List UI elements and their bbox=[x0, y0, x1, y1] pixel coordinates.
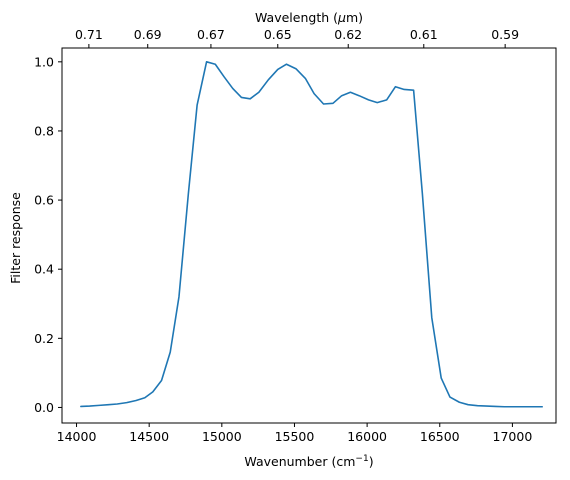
y-tick-label-2: 0.4 bbox=[34, 262, 54, 277]
series-line-0 bbox=[80, 61, 544, 408]
series-layer bbox=[80, 61, 544, 408]
y-tick-label-4: 0.8 bbox=[34, 123, 54, 138]
x-axis-title: Wavenumber (cm−1) bbox=[244, 454, 373, 469]
axis-ticks bbox=[58, 44, 513, 427]
y-tick-label-5: 1.0 bbox=[34, 54, 54, 69]
y-tick-label-3: 0.6 bbox=[34, 193, 54, 208]
x-tick-label-3: 15500 bbox=[275, 429, 315, 444]
y-tick-label-0: 0.0 bbox=[34, 400, 54, 415]
top-x-tick-label-0: 0.71 bbox=[75, 27, 103, 42]
top-x-tick-label-2: 0.67 bbox=[197, 27, 225, 42]
top-x-tick-label-4: 0.62 bbox=[334, 27, 362, 42]
y-tick-label-1: 0.2 bbox=[34, 331, 54, 346]
x-tick-label-1: 14500 bbox=[129, 429, 169, 444]
top-x-tick-label-5: 0.61 bbox=[410, 27, 438, 42]
plot-frame bbox=[61, 47, 557, 424]
x-tick-label-0: 14000 bbox=[57, 429, 97, 444]
x-tick-label-2: 15000 bbox=[202, 429, 242, 444]
x-tick-label-6: 17000 bbox=[493, 429, 533, 444]
tick-labels: 14000 14500 15000 15500 16000 16500 17000 0.0 0.… bbox=[34, 27, 532, 444]
x-tick-label-5: 16500 bbox=[420, 429, 460, 444]
y-axis-title: Filter response bbox=[8, 192, 23, 284]
top-x-tick-label-1: 0.69 bbox=[134, 27, 162, 42]
top-x-tick-label-3: 0.65 bbox=[264, 27, 292, 42]
top-x-tick-label-6: 0.59 bbox=[491, 27, 519, 42]
top-x-axis-title: Wavelength (μm) bbox=[255, 10, 363, 25]
x-tick-label-4: 16000 bbox=[347, 429, 387, 444]
